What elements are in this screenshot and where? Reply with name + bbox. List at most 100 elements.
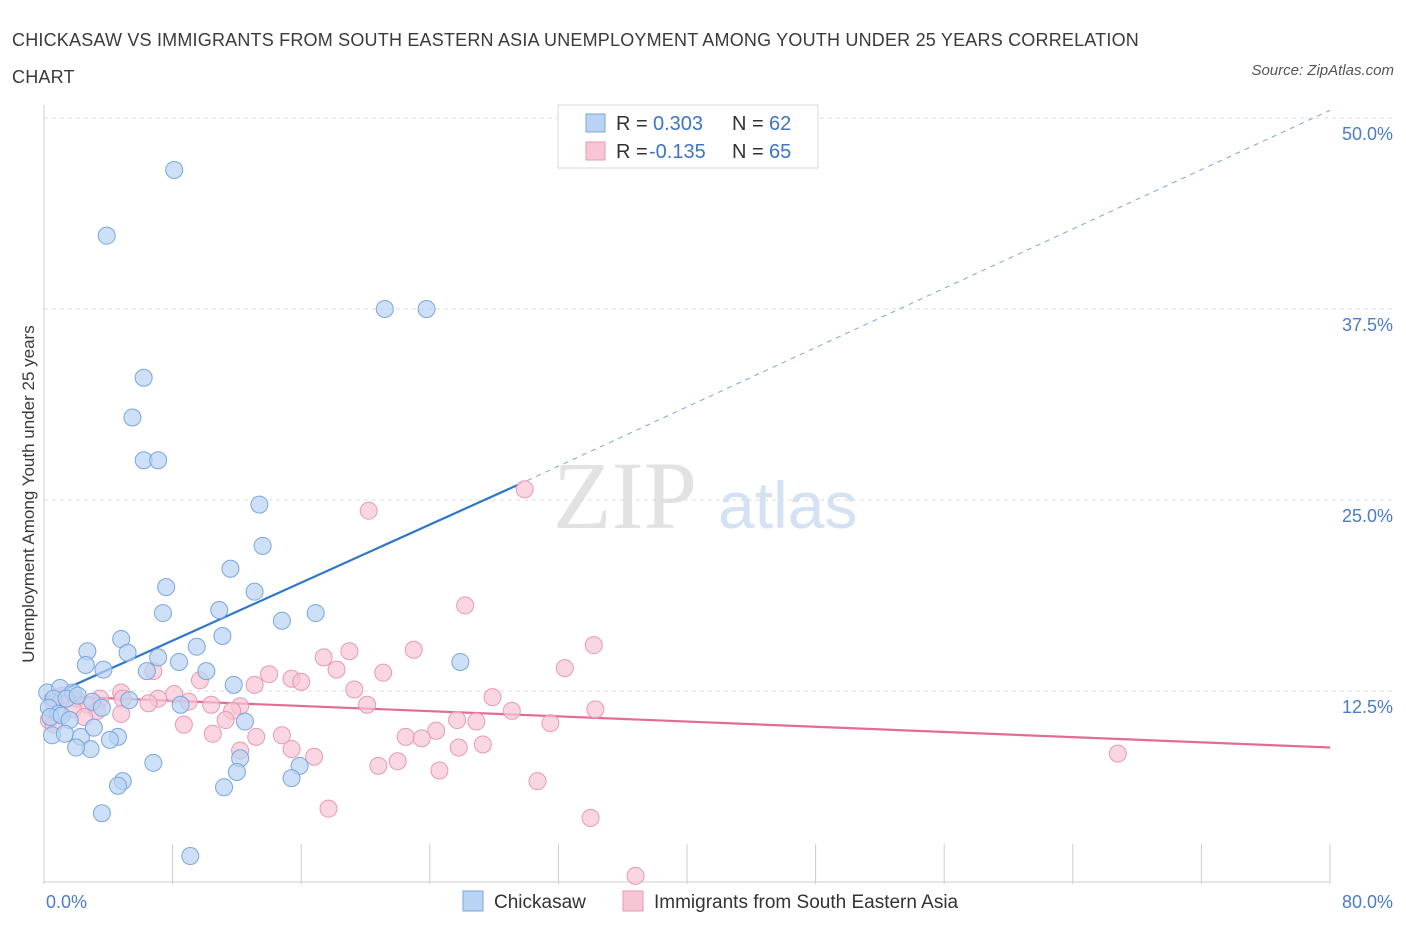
- legend-swatch-immigrants: [585, 141, 606, 161]
- immigrants-point: [369, 756, 388, 775]
- immigrants-point: [174, 715, 193, 734]
- legend-r-value-1: 0.303: [653, 113, 703, 135]
- top-legend: R = 0.303 N = 62 R = -0.135 N = 65: [557, 104, 819, 169]
- chickasaw-point: [224, 675, 243, 694]
- chickasaw-point: [181, 847, 200, 866]
- immigrants-point: [584, 636, 603, 655]
- legend-n-label-1: N =: [732, 113, 764, 135]
- immigrants-point: [581, 808, 600, 827]
- y-tick-label: 37.5%: [1342, 315, 1393, 335]
- immigrants-point: [473, 735, 492, 754]
- immigrants-trendline: [43, 694, 1331, 749]
- immigrants-point: [502, 701, 521, 720]
- immigrants-point: [467, 712, 486, 731]
- chickasaw-point: [306, 604, 325, 623]
- legend-r-label-2: R =: [616, 141, 648, 163]
- immigrants-point: [139, 694, 158, 713]
- source-label: Source: ZipAtlas.com: [1251, 62, 1394, 79]
- watermark-atlas: atlas: [718, 468, 857, 542]
- y-tick-label: 50.0%: [1342, 124, 1393, 144]
- immigrants-point: [272, 726, 291, 745]
- immigrants-point: [314, 648, 333, 667]
- immigrants-point: [374, 663, 393, 682]
- immigrants-point: [112, 704, 131, 723]
- chickasaw-point: [92, 804, 111, 823]
- chickasaw-point: [149, 451, 168, 470]
- immigrants-point: [359, 501, 378, 520]
- immigrants-point: [449, 738, 468, 757]
- chickasaw-point: [171, 695, 190, 714]
- immigrants-point: [626, 866, 645, 885]
- bottom-legend-label-chickasaw: Chickasaw: [494, 892, 586, 913]
- immigrants-point: [345, 680, 364, 699]
- immigrants-point: [203, 724, 222, 743]
- x-tick-label: 80.0%: [1342, 892, 1393, 912]
- immigrants-point: [555, 659, 574, 678]
- series-immigrants-points: [39, 480, 1127, 885]
- chickasaw-point: [94, 660, 113, 679]
- immigrants-point: [319, 799, 338, 818]
- gridlines: [44, 117, 1395, 692]
- chickasaw-point: [157, 578, 176, 597]
- chickasaw-point: [451, 652, 470, 671]
- tick-labels: 12.5% 25.0% 37.5% 50.0% 0.0% 80.0%: [46, 124, 1393, 912]
- series-chickasaw-points: [38, 160, 470, 866]
- immigrants-point: [448, 711, 467, 730]
- chickasaw-point: [187, 637, 206, 656]
- chickasaw-point: [149, 648, 168, 667]
- immigrants-point: [396, 727, 415, 746]
- chickasaw-point: [55, 724, 74, 743]
- immigrants-point: [202, 695, 221, 714]
- chickasaw-trendline-extension: [518, 109, 1331, 486]
- chickasaw-point: [170, 652, 189, 671]
- bottom-legend-swatch-chickasaw: [462, 890, 484, 912]
- x-tick-label: 0.0%: [46, 892, 87, 912]
- chickasaw-point: [120, 691, 139, 710]
- immigrants-point: [1108, 744, 1127, 763]
- immigrants-point: [412, 729, 431, 748]
- chickasaw-point: [123, 408, 142, 427]
- immigrants-point: [541, 714, 560, 733]
- chickasaw-point: [375, 300, 394, 318]
- legend-n-value-2: 65: [769, 141, 791, 163]
- trendlines: [43, 109, 1331, 749]
- y-tick-label: 25.0%: [1342, 506, 1393, 526]
- chart-title: CHICKASAW VS IMMIGRANTS FROM SOUTH EASTE…: [12, 30, 1139, 87]
- immigrants-point: [327, 660, 346, 679]
- chickasaw-point: [272, 611, 291, 630]
- chickasaw-point: [250, 495, 269, 514]
- chickasaw-point: [221, 559, 240, 578]
- legend-r-value-2: -0.135: [649, 141, 706, 163]
- immigrants-point: [430, 761, 449, 780]
- chickasaw-point: [235, 712, 254, 731]
- y-tick-label: 12.5%: [1342, 697, 1393, 717]
- immigrants-point: [247, 727, 266, 746]
- chickasaw-point: [76, 656, 95, 675]
- immigrants-point: [292, 672, 311, 691]
- immigrants-point: [427, 721, 446, 740]
- chickasaw-point: [92, 698, 111, 717]
- immigrants-point: [305, 747, 324, 766]
- immigrants-point: [216, 711, 235, 730]
- immigrants-point: [456, 596, 475, 615]
- immigrants-point: [483, 688, 502, 707]
- immigrants-point: [245, 675, 264, 694]
- immigrants-point: [260, 665, 279, 684]
- legend-n-label-2: N =: [732, 141, 764, 163]
- watermark-zip: ZIP: [553, 442, 697, 549]
- immigrants-point: [515, 480, 534, 499]
- chickasaw-point: [213, 626, 232, 645]
- chickasaw-point: [197, 662, 216, 681]
- immigrants-point: [358, 695, 377, 714]
- immigrants-point: [340, 642, 359, 661]
- immigrants-point: [388, 752, 407, 771]
- legend-n-value-1: 62: [769, 113, 791, 135]
- chickasaw-point: [245, 582, 264, 601]
- chickasaw-point: [100, 730, 119, 749]
- chickasaw-point: [153, 604, 172, 623]
- bottom-legend-label-immigrants: Immigrants from South Eastern Asia: [654, 892, 959, 913]
- immigrants-point: [528, 772, 547, 791]
- bottom-legend: Chickasaw Immigrants from South Eastern …: [462, 890, 959, 913]
- immigrants-point: [282, 740, 301, 759]
